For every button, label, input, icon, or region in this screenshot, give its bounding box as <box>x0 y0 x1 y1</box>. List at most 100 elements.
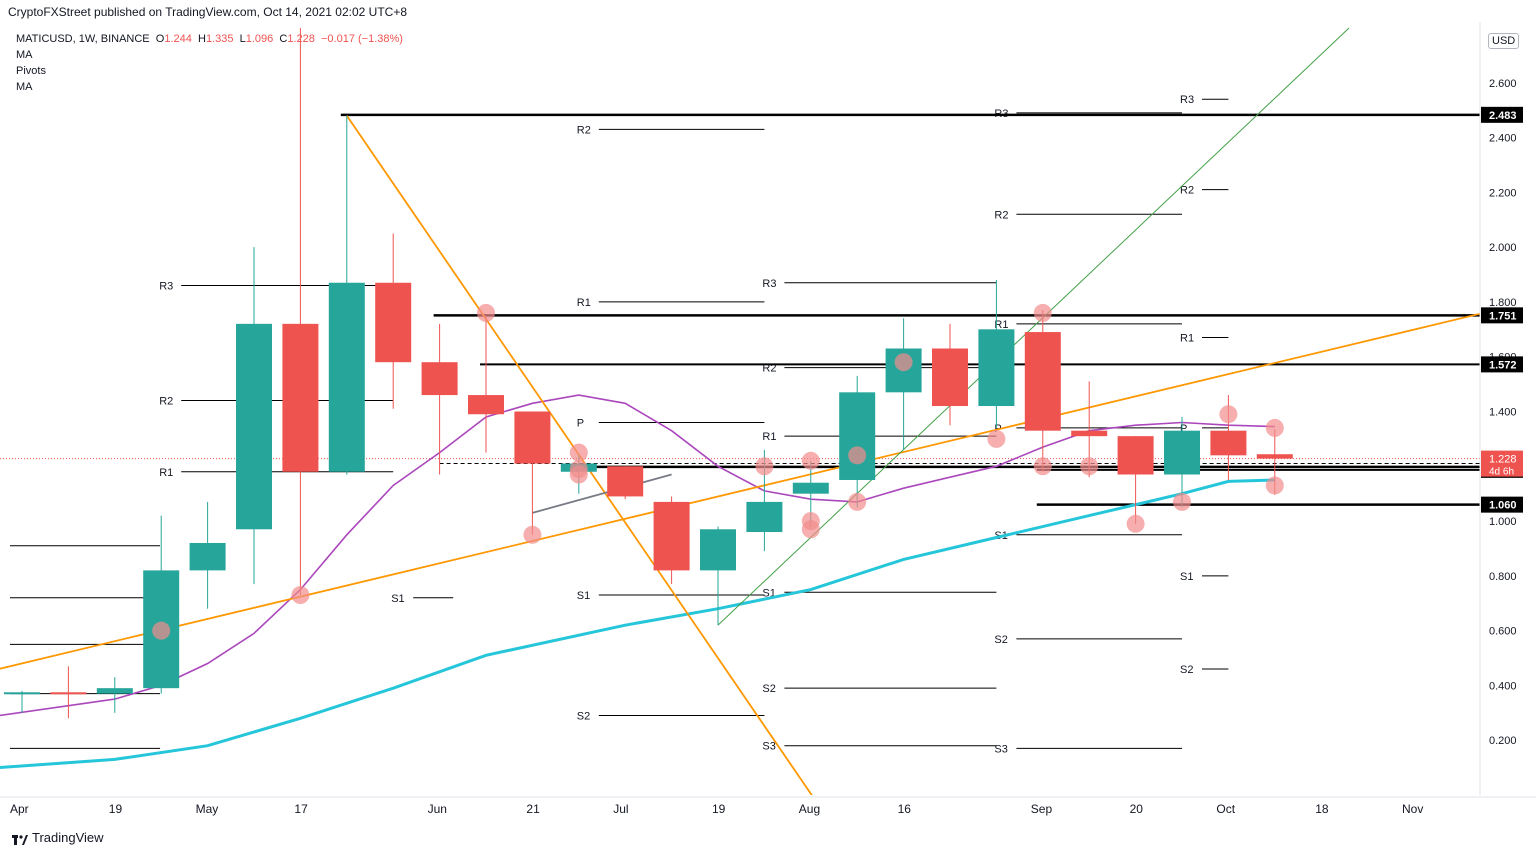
time-tick-label: Sep <box>1031 802 1053 816</box>
price-marker <box>477 303 495 322</box>
change-value: −0.017 (−1.38%) <box>321 33 403 45</box>
time-tick-label: 19 <box>712 802 726 816</box>
indicator-ma-2[interactable]: MA <box>16 81 33 93</box>
indicator-ma-1[interactable]: MA <box>16 49 33 61</box>
candle-body <box>792 482 829 494</box>
candle-body <box>4 692 40 695</box>
price-tick-label: 1.800 <box>1489 297 1517 309</box>
trendline-green <box>717 27 1350 626</box>
pivot-label-s2: S2 <box>1180 664 1193 676</box>
candle <box>282 28 319 596</box>
price-tick-label: 2.600 <box>1489 78 1517 90</box>
price-tick-label: 1.400 <box>1489 407 1517 419</box>
price-marker <box>755 457 774 476</box>
candle <box>1117 436 1154 524</box>
tradingview-logo-icon <box>12 833 28 845</box>
candle-body <box>514 411 551 464</box>
symbol-name[interactable]: MATICUSD, 1W, BINANCE <box>16 33 150 45</box>
trendline-orange <box>0 312 1480 670</box>
tradingview-logo: TradingView <box>12 830 104 845</box>
time-tick-label: Aug <box>799 802 820 816</box>
time-tick-label: Nov <box>1402 802 1423 816</box>
candle-body <box>1024 332 1061 431</box>
candle-body <box>978 329 1015 407</box>
candle <box>607 466 644 500</box>
pivot-label-s2: S2 <box>994 634 1007 646</box>
pivot-label-r2: R2 <box>1180 185 1194 197</box>
price-tick-label: 0.600 <box>1489 626 1517 638</box>
candle-body <box>1117 436 1154 475</box>
low-label: L <box>239 33 246 45</box>
indicator-pivots[interactable]: Pivots <box>16 65 46 77</box>
price-marker <box>1033 303 1052 322</box>
pivot-label-r1: R1 <box>1180 333 1194 345</box>
pivot-label-r1: R1 <box>577 297 591 309</box>
candle-body <box>932 348 968 407</box>
pivot-label-r1: R1 <box>762 431 776 443</box>
close-value: 1.228 <box>287 33 315 45</box>
candle-body <box>746 501 783 533</box>
level-tag-label: 2.483 <box>1489 110 1517 122</box>
open-value: 1.244 <box>164 33 192 45</box>
price-tick-label: 2.400 <box>1489 133 1517 145</box>
symbol-legend: MATICUSD, 1W, BINANCE O1.244 H1.335 L1.0… <box>16 31 403 95</box>
level-tag-bg <box>1481 307 1523 324</box>
time-tick-label: 16 <box>898 802 912 816</box>
price-marker <box>1265 476 1284 495</box>
candle-body <box>96 688 133 694</box>
plot-area: R3R2R1S1R2R1PS1S2R3R2R1S1S2S3R3R2R1PS1S2… <box>0 27 1480 795</box>
candle <box>50 666 87 719</box>
candle-body <box>328 282 365 472</box>
candle <box>4 690 40 713</box>
pivot-label-s1: S1 <box>391 593 404 605</box>
price-marker <box>1080 457 1099 476</box>
open-label: O <box>155 33 165 45</box>
currency-badge[interactable]: USD <box>1488 33 1520 49</box>
countdown-label: 4d 6h <box>1489 467 1514 478</box>
candle <box>653 496 690 585</box>
pivot-label-r2: R2 <box>994 209 1008 221</box>
price-marker <box>152 621 171 640</box>
candle <box>96 677 133 713</box>
pivot-label-s2: S2 <box>577 711 590 723</box>
level-tag-bg <box>1481 356 1523 373</box>
price-tick-label: 0.400 <box>1489 680 1517 692</box>
level-tag-label: 1.060 <box>1489 500 1517 512</box>
candle <box>421 323 458 475</box>
published-caption: CryptoFXStreet published on TradingView.… <box>8 5 407 19</box>
price-tick-label: 2.200 <box>1489 187 1517 199</box>
pivot-label-s1: S1 <box>1180 571 1193 583</box>
candle-body <box>236 323 272 530</box>
pivot-label-r3: R3 <box>1180 94 1194 106</box>
time-tick-label: 21 <box>526 802 540 816</box>
pivot-label-p: P <box>1180 423 1187 435</box>
candle-body <box>1210 430 1247 456</box>
price-marker <box>1173 492 1191 511</box>
candle <box>885 318 922 450</box>
candle <box>1210 395 1247 480</box>
price-marker <box>1219 405 1238 424</box>
candle <box>932 323 968 426</box>
time-tick-label: 18 <box>1315 802 1329 816</box>
candle <box>143 515 180 694</box>
price-marker <box>569 443 588 462</box>
price-marker <box>523 525 542 544</box>
pivot-label-s3: S3 <box>762 741 775 753</box>
level-tag-label: 1.572 <box>1489 359 1517 371</box>
time-tick-label: Jul <box>613 802 628 816</box>
price-marker <box>291 586 310 605</box>
close-label: C <box>279 33 288 45</box>
price-marker <box>801 520 820 539</box>
candle-body <box>189 542 226 571</box>
pivot-label-r3: R3 <box>762 278 776 290</box>
candle-body <box>1071 430 1108 437</box>
time-tick-label: 17 <box>294 802 308 816</box>
candle <box>375 233 412 409</box>
time-tick-label: Apr <box>10 802 29 816</box>
ma-fast-line <box>0 394 1275 717</box>
price-marker <box>801 451 820 470</box>
low-value: 1.096 <box>245 33 274 45</box>
level-tag-bg <box>1481 106 1523 123</box>
candle <box>236 247 272 585</box>
